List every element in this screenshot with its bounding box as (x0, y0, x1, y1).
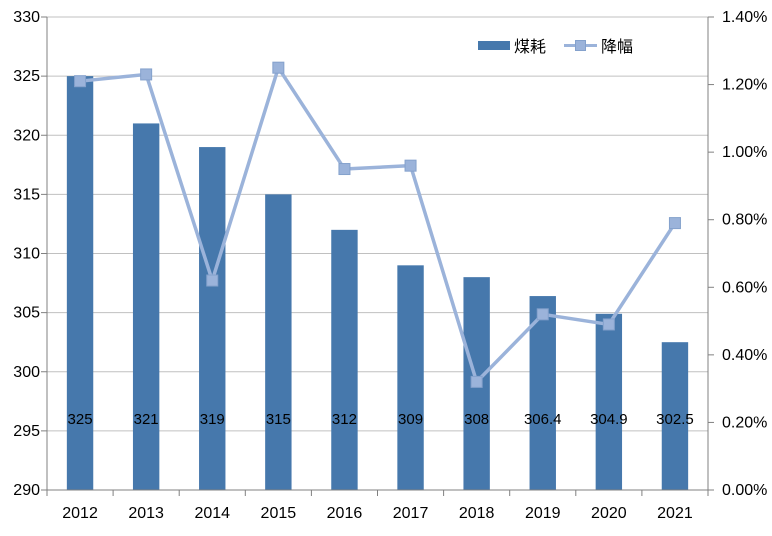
bar-2021 (661, 342, 689, 490)
line-marker-2019 (536, 308, 549, 321)
x-axis-label: 2020 (591, 505, 627, 522)
line-marker-2021 (668, 217, 681, 230)
legend-label-coal-consumption: 煤耗 (514, 39, 547, 56)
right-axis-label: 0.80% (722, 212, 767, 229)
x-axis-label: 2018 (459, 505, 495, 522)
bar-2015 (265, 194, 292, 490)
bar-2016 (331, 229, 358, 490)
legend-item-decline-rate: 降幅 (564, 33, 633, 57)
x-axis-label: 2017 (393, 505, 429, 522)
line-marker-2017 (404, 159, 417, 172)
legend-label-decline-rate: 降幅 (601, 39, 634, 56)
bar-data-label: 321 (134, 411, 159, 428)
right-axis-label: 0.60% (722, 279, 767, 296)
left-axis-label: 325 (13, 68, 40, 85)
bar-data-label: 304.9 (590, 411, 628, 428)
right-axis-label: 0.40% (722, 347, 767, 364)
x-axis-label: 2015 (261, 505, 297, 522)
left-axis-label: 330 (13, 9, 40, 26)
bar-2017 (397, 265, 424, 490)
line-marker-2020 (602, 318, 615, 331)
right-axis-label: 1.00% (722, 144, 767, 161)
bar-series-swatch-icon (478, 40, 510, 50)
line-marker-2015 (272, 61, 285, 74)
left-axis-label: 305 (13, 305, 40, 322)
x-axis-label: 2019 (525, 505, 561, 522)
bar-2020 (595, 313, 623, 490)
left-axis-label: 290 (13, 482, 40, 499)
bar-data-label: 312 (332, 411, 357, 428)
legend: 煤耗 降幅 (478, 33, 633, 57)
right-axis-label: 1.20% (722, 77, 767, 94)
left-axis-label: 320 (13, 127, 40, 144)
line-marker-2014 (206, 274, 219, 287)
bar-2013 (132, 123, 160, 491)
bar-data-label: 319 (200, 411, 225, 428)
bar-data-label: 315 (266, 411, 291, 428)
bar-data-label: 308 (464, 411, 489, 428)
bar-data-label: 306.4 (524, 411, 562, 428)
bar-data-label: 302.5 (656, 411, 694, 428)
x-axis-label: 2014 (194, 505, 230, 522)
right-axis-label: 1.40% (722, 9, 767, 26)
bar-data-label: 309 (398, 411, 423, 428)
line-marker-icon (575, 39, 587, 51)
x-axis-label: 2013 (128, 505, 164, 522)
line-series (79, 65, 677, 384)
right-axis-label: 0.00% (722, 482, 767, 499)
x-axis-label: 2012 (62, 505, 98, 522)
line-marker-2018 (470, 375, 483, 388)
bar-data-label: 325 (68, 411, 93, 428)
right-axis-label: 0.20% (722, 414, 767, 431)
line-marker-2012 (74, 75, 87, 88)
bar-2014 (199, 147, 226, 490)
line-series-swatch-icon (564, 39, 598, 51)
line-marker-2016 (338, 163, 351, 176)
left-axis-label: 315 (13, 186, 40, 203)
left-axis-label: 310 (13, 246, 40, 263)
legend-item-coal-consumption: 煤耗 (478, 33, 546, 57)
x-axis-label: 2021 (657, 505, 693, 522)
left-axis-label: 295 (13, 423, 40, 440)
bar-2012 (66, 76, 94, 490)
x-axis-label: 2016 (327, 505, 363, 522)
line-marker-2013 (140, 68, 153, 81)
left-axis-label: 300 (13, 364, 40, 381)
bar-2019 (529, 296, 556, 490)
